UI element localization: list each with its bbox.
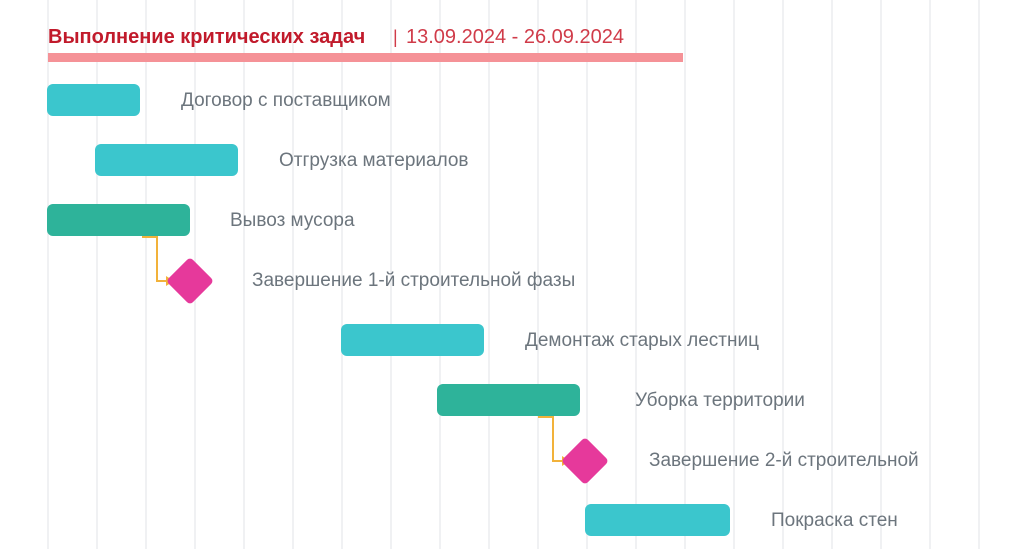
conn-2-seg2 — [552, 416, 554, 462]
gridline — [978, 0, 980, 549]
task-3-label: Вывоз мусора — [230, 210, 355, 232]
gridline — [635, 0, 637, 549]
gridline — [243, 0, 245, 549]
task-3-bar[interactable] — [47, 204, 190, 236]
task-1-label: Договор с поставщиком — [181, 90, 391, 112]
gridline — [145, 0, 147, 549]
task-1-bar[interactable] — [47, 84, 140, 116]
chart-summary-bar — [48, 53, 683, 62]
task-5-label: Демонтаж старых лестниц — [525, 330, 759, 352]
milestone-1-label: Завершение 1-й строительной фазы — [252, 270, 575, 292]
conn-1-seg2 — [156, 236, 158, 282]
task-2-label: Отгрузка материалов — [279, 150, 469, 172]
milestone-1-diamond-icon[interactable] — [166, 257, 214, 305]
chart-title: Выполнение критических задач — [48, 26, 365, 49]
chart-title-separator: | — [393, 27, 398, 48]
task-8-label: Покраска стен — [771, 510, 898, 532]
milestone-2-label: Завершение 2-й строительной — [649, 450, 919, 472]
task-8-bar[interactable] — [585, 504, 730, 536]
task-6-bar[interactable] — [437, 384, 580, 416]
gridline — [929, 0, 931, 549]
task-6-label: Уборка территории — [635, 390, 805, 412]
gridline — [47, 0, 49, 549]
gridline — [96, 0, 98, 549]
gantt-chart: Выполнение критических задач | 13.09.202… — [0, 0, 1024, 549]
milestone-2-diamond-icon[interactable] — [561, 437, 609, 485]
task-2-bar[interactable] — [95, 144, 238, 176]
chart-date-range: 13.09.2024 - 26.09.2024 — [406, 26, 624, 49]
task-5-bar[interactable] — [341, 324, 484, 356]
